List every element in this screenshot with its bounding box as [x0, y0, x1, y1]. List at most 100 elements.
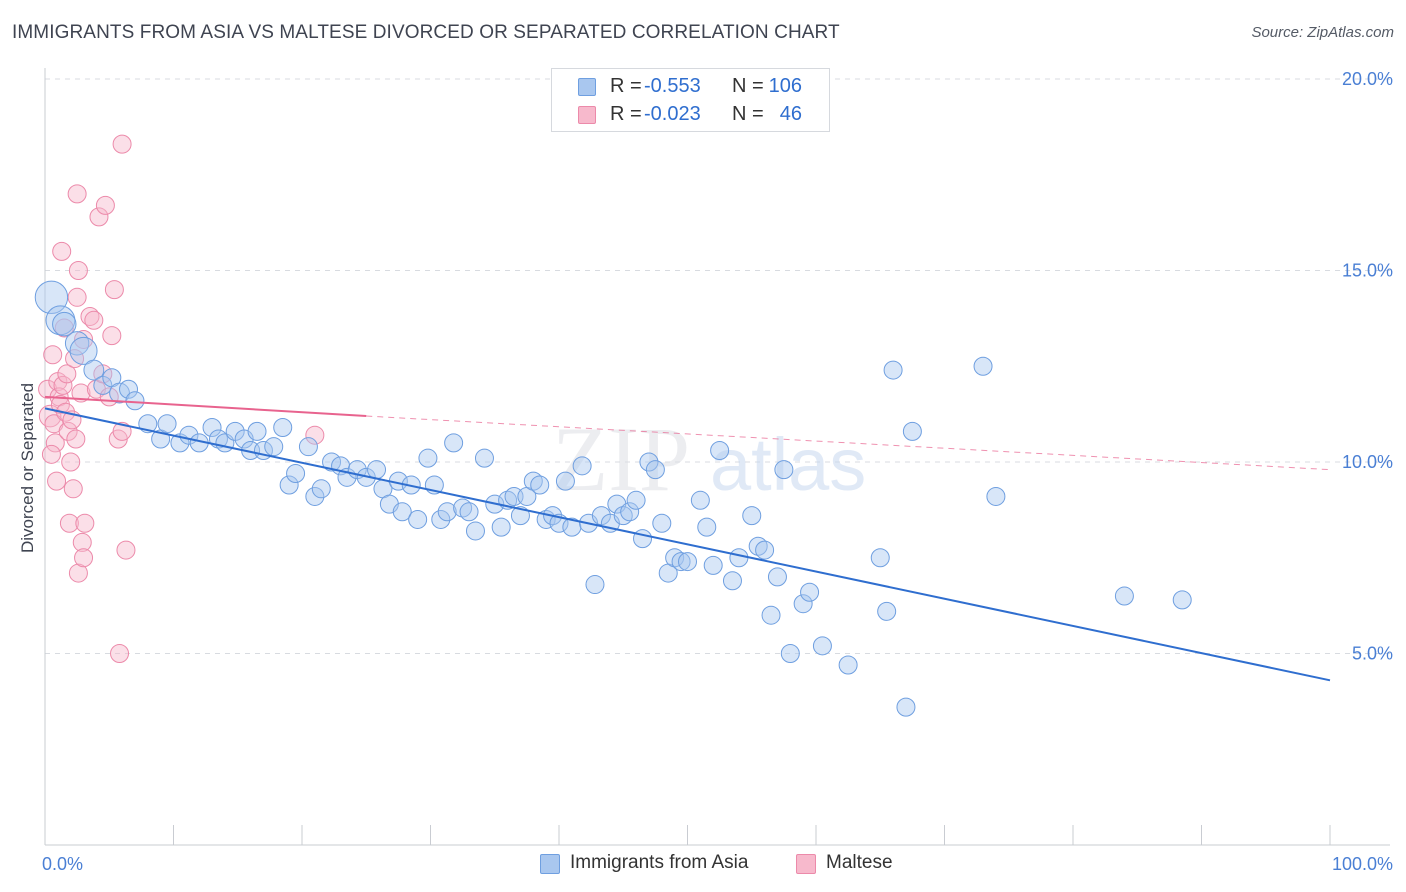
asia-point [703, 555, 723, 575]
maltese-point [67, 287, 87, 307]
asia-point [838, 655, 858, 675]
asia-point [800, 582, 820, 602]
n-label: N = [732, 103, 764, 125]
maltese-point [116, 540, 136, 560]
asia-point [408, 509, 428, 529]
asia-point [755, 540, 775, 560]
legend-row-asia: R = -0.553 N = 106 [552, 73, 829, 101]
asia-point [973, 356, 993, 376]
asia-point [645, 460, 665, 480]
asia-point [311, 479, 331, 499]
asia-point [247, 421, 267, 441]
maltese-point [52, 241, 72, 261]
watermark-atlas: atlas [710, 423, 866, 506]
asia-point [279, 475, 299, 495]
maltese-point [61, 452, 81, 472]
maltese-point [41, 444, 61, 464]
maltese-point [53, 375, 73, 395]
maltese-point [58, 421, 78, 441]
maltese-point [102, 326, 122, 346]
asia-legend-label: Immigrants from Asia [570, 852, 749, 873]
y-tick-label: 5.0% [1352, 644, 1393, 664]
asia-point [671, 552, 691, 572]
asia-point [626, 490, 646, 510]
asia-point [510, 506, 530, 526]
asia-point [697, 517, 717, 537]
asia-point [620, 502, 640, 522]
asia-point [710, 441, 730, 461]
maltese-points [38, 134, 325, 663]
axes [44, 68, 1390, 846]
maltese-point [68, 563, 88, 583]
asia-point [780, 644, 800, 663]
asia-point [273, 418, 293, 438]
maltese-trend-line [44, 395, 367, 418]
maltese-point [68, 261, 88, 280]
asia-point [690, 490, 710, 510]
asia-point [491, 517, 511, 537]
asia-point [431, 509, 451, 529]
asia-point [1114, 586, 1134, 606]
asia-point [305, 486, 325, 506]
asia-point [298, 437, 318, 457]
chart-source: Source: ZipAtlas.com [1251, 24, 1394, 41]
maltese-point [57, 364, 77, 384]
y-tick-label: 20.0% [1342, 69, 1393, 89]
maltese-point [112, 134, 132, 154]
maltese-point [59, 513, 79, 533]
asia-point [459, 502, 479, 522]
asia-point [34, 280, 69, 315]
asia-point [444, 433, 464, 453]
asia-point [418, 448, 438, 468]
maltese-point [75, 513, 95, 533]
r-label: R = [610, 75, 642, 97]
asia-point [392, 502, 412, 522]
asia-point [761, 605, 781, 625]
r-label: R = [610, 103, 642, 125]
n-label: N = [732, 75, 764, 97]
asia-point [83, 359, 105, 381]
maltese-point [67, 184, 87, 204]
n-value: 106 [768, 75, 802, 97]
asia-points [34, 280, 1192, 717]
asia-point [767, 567, 787, 587]
asia-point [286, 463, 306, 483]
asia-point [157, 414, 177, 434]
maltese-point [72, 532, 92, 552]
asia-trend-line [44, 407, 1331, 682]
asia-point [986, 486, 1006, 506]
maltese-point [95, 195, 115, 215]
asia-point [722, 571, 742, 591]
correlation-legend: R = -0.553 N = 106 R = -0.023 N = 46 [551, 68, 830, 132]
asia-point [264, 437, 284, 457]
asia-point [1172, 590, 1192, 610]
maltese-point [80, 306, 100, 326]
y-tick-label: 10.0% [1342, 452, 1393, 472]
maltese-point [104, 280, 124, 300]
maltese-point [74, 548, 94, 568]
asia-point [585, 575, 605, 595]
watermark-zip: ZIP [552, 408, 690, 510]
asia-point [896, 697, 916, 717]
trend-lines [44, 395, 1331, 682]
asia-point [774, 460, 794, 480]
asia-point [639, 452, 659, 472]
maltese-point [66, 429, 86, 449]
asia-point [902, 421, 922, 441]
asia-swatch [578, 78, 596, 96]
chart-title: IMMIGRANTS FROM ASIA VS MALTESE DIVORCED… [12, 22, 840, 43]
n-value: 46 [779, 103, 802, 125]
asia-point [793, 594, 813, 614]
asia-point [572, 456, 592, 476]
maltese-legend-label: Maltese [826, 852, 893, 873]
asia-point [883, 360, 903, 380]
asia-point [652, 513, 672, 533]
asia-point [678, 552, 697, 572]
maltese-point [112, 421, 132, 441]
tick-labels: 5.0% 10.0% 15.0% 20.0% 0.0% 100.0% [42, 69, 1393, 874]
asia-point [437, 502, 457, 522]
asia-point [877, 601, 897, 621]
watermark: ZIP atlas [552, 408, 866, 510]
maltese-trend-extension [366, 415, 1331, 471]
